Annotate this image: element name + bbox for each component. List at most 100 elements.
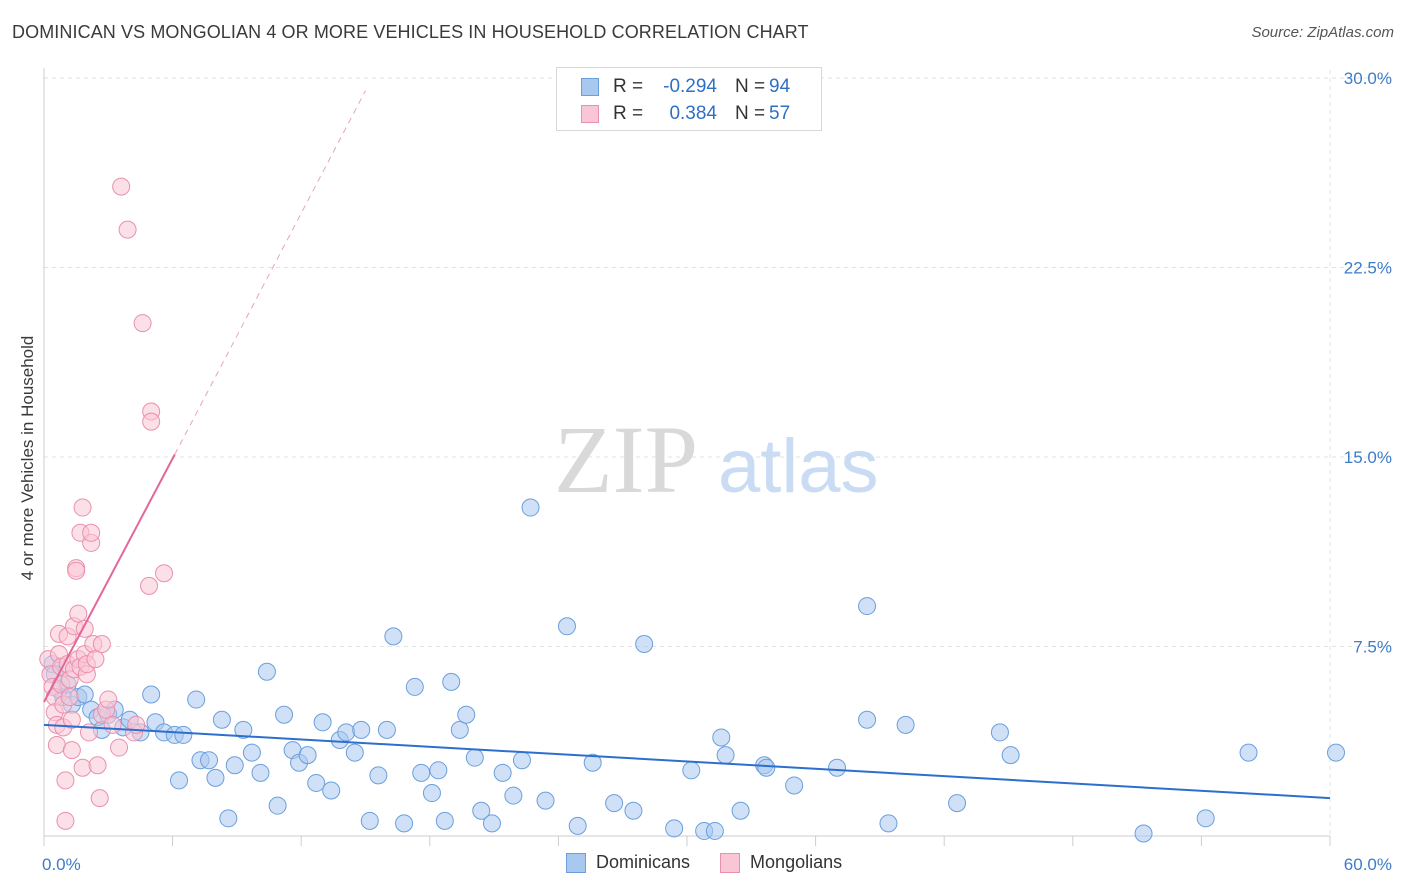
dominican-point [429,761,448,780]
n-value: 57 [769,103,791,124]
dominican-point [635,634,654,653]
dominicans-trend-line [43,723,1331,800]
r-label: R = [613,76,644,97]
mongolian-point [73,498,92,517]
mongolian-point [62,710,81,729]
legend-swatch-mongolians [581,105,599,123]
dominican-point [757,758,776,777]
dominican-point [990,723,1009,742]
dominican-point [298,746,317,765]
dominican-point [1239,743,1258,762]
mongolian-point [92,634,111,653]
dominican-point [200,751,219,770]
mongolian-point [142,412,161,431]
legend-label-dominicans: Dominicans [596,852,691,872]
dominican-point [187,690,206,709]
dominican-point [785,776,804,795]
chart-title: DOMINICAN VS MONGOLIAN 4 OR MORE VEHICLE… [12,22,809,42]
dominican-point [242,743,261,762]
mongolian-point [140,576,159,595]
dominican-point [268,796,287,815]
mongolian-point [67,561,86,580]
legend-item-mongolians: Mongolians [720,852,842,873]
watermark-atlas: atlas [718,424,879,509]
watermark: ZIP atlas [554,406,879,513]
mongolian-point [112,177,131,196]
mongolian-point [73,758,92,777]
dominican-point [369,766,388,785]
dominican-point [457,705,476,724]
mongolian-point [133,314,152,333]
dominican-point [482,814,501,833]
dominican-point [395,814,414,833]
dominican-point [1134,824,1153,843]
mongolian-point [69,604,88,623]
dominican-point [435,811,454,830]
dominican-point [557,617,576,636]
dominican-point [493,763,512,782]
dominican-point [605,794,624,813]
mongolians-points [39,177,174,830]
series-legend: Dominicans Mongolians [566,852,872,873]
dominican-point [412,763,431,782]
dominican-point [858,597,877,616]
watermark-zip: ZIP [554,406,698,513]
mongolian-point [82,523,101,542]
y-tick-label: 30.0% [1344,69,1392,88]
dominican-point [828,758,847,777]
dominican-point [174,725,193,744]
y-tick-label: 7.5% [1353,638,1392,657]
dominican-point [896,715,915,734]
dominican-point [206,768,225,787]
dominican-point [682,761,701,780]
mongolian-point [62,741,81,760]
legend-row-dominicans: R = -0.294 N = 94 [581,76,790,98]
legend-item-dominicans: Dominicans [566,852,690,873]
dominican-point [465,748,484,767]
dominican-point [352,720,371,739]
legend-swatch-dominicans [566,852,586,873]
mongolians-trend-extension [174,90,366,455]
n-label: N = [735,76,766,97]
dominican-point [1196,809,1215,828]
dominican-point [360,811,379,830]
mongolian-point [56,771,75,790]
legend-label-mongolians: Mongolians [750,852,843,872]
dominican-point [405,677,424,696]
dominican-point [712,728,731,747]
source-label: Source: ZipAtlas.com [1251,24,1394,41]
x-tick-label: 0.0% [42,855,81,874]
mongolian-point [56,811,75,830]
dominican-point [422,784,441,803]
mongolian-point [86,650,105,669]
y-axis-label: 4 or more Vehicles in Household [18,335,37,581]
dominican-point [307,773,326,792]
mongolian-point [99,690,118,709]
dominican-point [583,753,602,772]
legend-row-mongolians: R = 0.384 N = 57 [581,103,790,125]
mongolian-point [47,736,66,755]
dominicans-points [43,498,1345,843]
dominican-point [442,672,461,691]
mongolian-point [118,220,137,239]
dominican-point [275,705,294,724]
dominican-point [504,786,523,805]
dominican-point [251,763,270,782]
dominican-point [624,801,643,820]
dominican-point [568,816,587,835]
dominican-point [705,821,724,840]
dominican-point [234,720,253,739]
x-tick-label: 60.0% [1344,855,1392,874]
mongolian-point [60,688,79,707]
mongolian-point [110,738,129,757]
dominican-point [521,498,540,517]
dominican-point [75,685,94,704]
n-value: 94 [769,76,791,97]
dominican-point [716,746,735,765]
y-tick-label: 22.5% [1344,259,1392,278]
dominican-point [512,751,531,770]
dominican-point [170,771,189,790]
dominican-point [731,801,750,820]
dominican-point [322,781,341,800]
